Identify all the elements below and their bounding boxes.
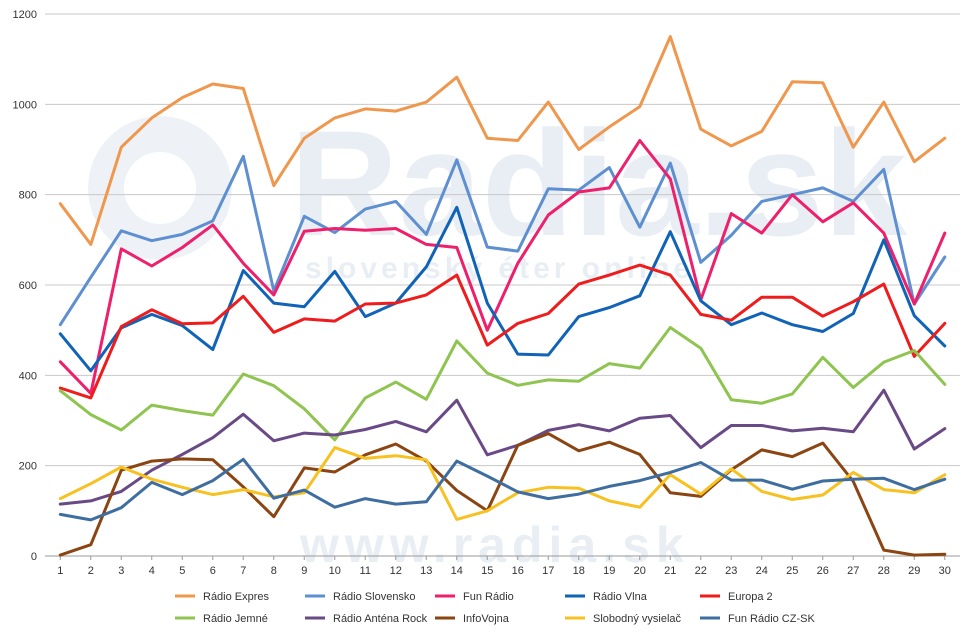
- legend-label: Fun Rádio: [463, 591, 514, 603]
- y-tick-label: 200: [19, 461, 37, 473]
- watermark-subtitle: slovenský éter online: [305, 252, 694, 285]
- x-tick-label: 30: [939, 565, 951, 577]
- x-tick-label: 21: [664, 565, 676, 577]
- legend-label: Slobodný vysielač: [593, 613, 682, 625]
- series-line-5: [58, 263, 947, 400]
- y-tick-label: 1000: [13, 99, 37, 111]
- watermark-bottom-text: www.radia.sk: [299, 517, 690, 573]
- x-tick-label: 22: [695, 565, 707, 577]
- x-tick-label: 7: [240, 565, 246, 577]
- x-tick-label: 16: [512, 565, 524, 577]
- x-tick-label: 4: [149, 565, 155, 577]
- watermark: Radia.sk slovenský éter online www.radia…: [88, 99, 908, 573]
- legend-label: Rádio Jemné: [203, 613, 268, 625]
- y-tick-label: 400: [19, 370, 37, 382]
- x-tick-label: 12: [390, 565, 402, 577]
- legend-label: Europa 2: [728, 591, 773, 603]
- x-tick-label: 5: [179, 565, 185, 577]
- x-tick-label: 19: [603, 565, 615, 577]
- x-tick-label: 2: [88, 565, 94, 577]
- x-tick-label: 13: [420, 565, 432, 577]
- series-line-6: [58, 326, 947, 442]
- x-tick-label: 14: [451, 565, 463, 577]
- y-tick-label: 800: [19, 190, 37, 202]
- watermark-logo-hole: [124, 152, 196, 224]
- legend-label: Rádio Slovensko: [333, 591, 416, 603]
- x-tick-label: 18: [573, 565, 585, 577]
- x-tick-label: 3: [118, 565, 124, 577]
- x-tick-label: 1: [57, 565, 63, 577]
- x-tick-label: 28: [878, 565, 890, 577]
- legend-label: Rádio Anténa Rock: [333, 613, 428, 625]
- x-tick-label: 25: [786, 565, 798, 577]
- x-tick-label: 17: [542, 565, 554, 577]
- x-tick-label: 29: [908, 565, 920, 577]
- x-tick-label: 9: [301, 565, 307, 577]
- x-tick-label: 20: [634, 565, 646, 577]
- legend-label: Rádio Expres: [203, 591, 270, 603]
- x-tick-label: 10: [329, 565, 341, 577]
- legend: Rádio Expres Rádio Slovensko Fun Rádio Rádi…: [175, 591, 815, 625]
- series-line-4: [58, 205, 947, 373]
- series-line-8: [58, 432, 947, 557]
- x-tick-label: 15: [481, 565, 493, 577]
- series-line-2: [58, 154, 947, 327]
- legend-label: Rádio Vlna: [593, 591, 648, 603]
- x-tick-label: 11: [360, 565, 371, 577]
- x-tick-label: 24: [756, 565, 768, 577]
- series-line-7: [58, 388, 947, 506]
- grid: [45, 13, 960, 557]
- series-line-10: [58, 457, 947, 522]
- x-tick-label: 6: [210, 565, 216, 577]
- legend-label: Fun Rádio CZ-SK: [728, 613, 815, 625]
- x-tick-label: 8: [271, 565, 277, 577]
- y-tick-label: 0: [31, 551, 37, 563]
- x-tick-label: 23: [725, 565, 737, 577]
- series-line-3: [58, 139, 947, 395]
- x-tick-label: 26: [817, 565, 829, 577]
- series-lines: [58, 35, 947, 557]
- watermark-text: Radia.sk: [290, 99, 908, 267]
- y-tick-label: 600: [19, 280, 37, 292]
- series-line-1: [58, 35, 947, 246]
- x-tick-label: 27: [847, 565, 859, 577]
- series-line-9: [58, 446, 947, 521]
- y-tick-label: 1200: [13, 9, 37, 21]
- legend-label: InfoVojna: [463, 613, 510, 625]
